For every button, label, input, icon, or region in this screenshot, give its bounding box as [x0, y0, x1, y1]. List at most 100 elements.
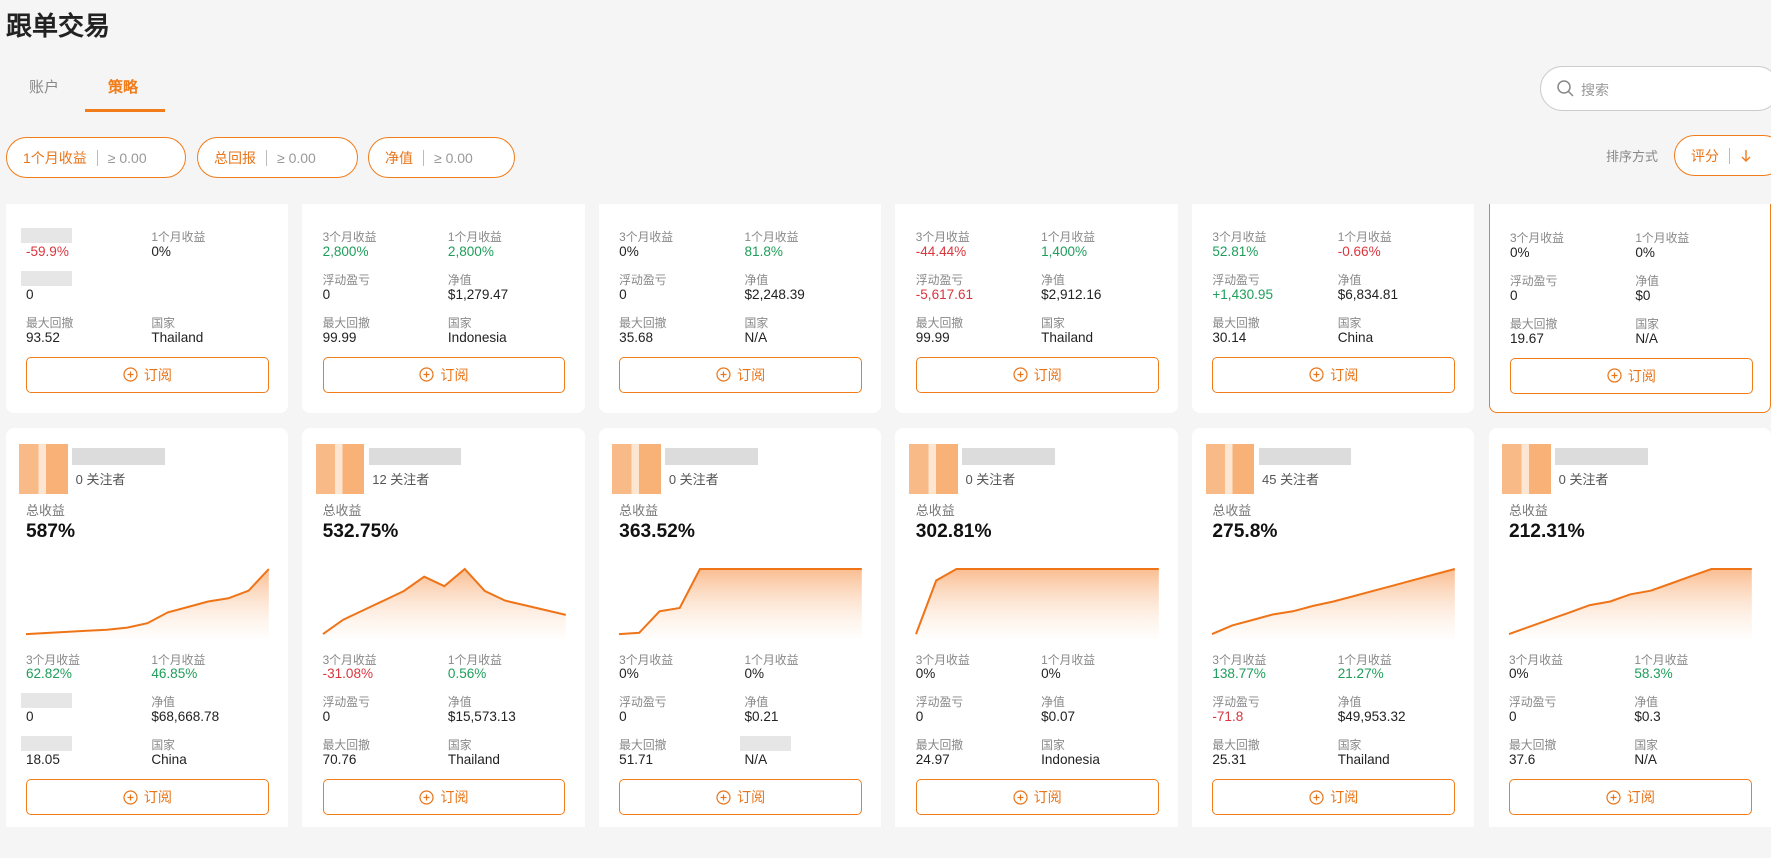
stat-value: -44.44%: [915, 243, 967, 259]
strategy-card[interactable]: 0 关注者 总收益 363.52% 3个月收益 0% 1个月收益 0% 浮动盈亏 0 净值 $0.2…: [598, 428, 882, 827]
stat-label: 1个月收益: [1634, 652, 1689, 667]
subscribe-button[interactable]: 订阅: [322, 356, 566, 394]
stat-value: N/A: [1635, 330, 1658, 346]
plus-icon: [716, 790, 731, 805]
name-redacted: [1555, 448, 1648, 466]
stat-value: -31.08%: [322, 666, 374, 682]
stat-label: 国家: [1041, 738, 1065, 753]
stat-label: 最大回撤: [1508, 738, 1557, 753]
stat-label: 1个月收益: [744, 652, 799, 667]
strategy-card[interactable]: 3个月收益 0% 1个月收益 0% 浮动盈亏 0 净值 $0 最大回撤 19.67 国家 N/A 订阅: [1488, 204, 1771, 414]
total-label: 总收益: [915, 503, 955, 519]
stat-label: 3个月收益: [322, 230, 377, 245]
stat-value: 2,800%: [447, 243, 494, 259]
strategy-card[interactable]: 3个月收益 2,800% 1个月收益 2,800% 浮动盈亏 0 净值 $1,279.47 最大…: [302, 204, 585, 414]
icon-circle: [716, 367, 731, 383]
stat-value: 70.76: [322, 752, 357, 768]
strategy-card[interactable]: 45 关注者 总收益 275.8% 3个月收益 138.77% 1个月收益 21.27% 浮动…: [1192, 428, 1475, 827]
button-label: 订阅: [1033, 789, 1062, 806]
stat-value: $0: [1635, 287, 1651, 303]
stat-label: 3个月收益: [322, 652, 377, 667]
stat-value: 46.85%: [151, 666, 198, 682]
filter[interactable]: 1个月收益 ≥ 0.00: [6, 137, 186, 178]
stat-value: 51.71: [619, 752, 654, 768]
stat-value: N/A: [744, 329, 768, 345]
divider: [96, 149, 98, 166]
plus-icon: [1607, 368, 1622, 384]
sparkline-line: [619, 568, 862, 636]
filter[interactable]: 净值 ≥ 0.00: [368, 137, 515, 178]
total-label: 总收益: [25, 503, 65, 519]
stat-label: 净值: [1634, 695, 1658, 710]
strategy-card[interactable]: 3个月收益 0% 1个月收益 81.8% 浮动盈亏 0 净值 $2,248.39 最大回撤 35.…: [598, 204, 882, 414]
filter-label: 净值: [385, 149, 413, 166]
total-label: 总收益: [1212, 503, 1252, 519]
tab-active[interactable]: 策略: [108, 79, 139, 96]
stat-value: 21.27%: [1337, 666, 1384, 682]
subscribe-button[interactable]: 订阅: [1508, 779, 1752, 816]
stat-value: 0: [619, 709, 627, 725]
stat-value: 0: [25, 709, 34, 725]
search-box[interactable]: 搜索: [1540, 66, 1771, 111]
strategy-card[interactable]: 3个月收益 -44.44% 1个月收益 1,400% 浮动盈亏 -5,617.61 净值 $2…: [895, 204, 1178, 414]
divider: [1729, 147, 1730, 164]
subscribe-button[interactable]: 订阅: [25, 779, 269, 816]
stat-label: 净值: [447, 273, 472, 288]
subscribe-button[interactable]: 订阅: [1212, 779, 1456, 816]
search-icon: [1557, 80, 1574, 97]
stat-label: 3个月收益: [1212, 230, 1267, 245]
subscribe-button[interactable]: 订阅: [25, 356, 269, 394]
stat-value: -59.9%: [25, 243, 69, 259]
subscribe-button[interactable]: 订阅: [619, 779, 862, 816]
strategy-card[interactable]: -59.9% 1个月收益 0% 0 最大回撤 93.52 国家 Thailand 订阅: [5, 204, 288, 414]
filter[interactable]: 总回报 ≥ 0.00: [197, 137, 358, 178]
subscribe-button[interactable]: 订阅: [1212, 356, 1456, 394]
stat-label: 国家: [151, 316, 176, 330]
stat-label: 浮动盈亏: [322, 273, 370, 288]
filter-value: ≥ 0.00: [434, 149, 473, 166]
strategy-card[interactable]: 0 关注者 总收益 302.81% 3个月收益 0% 1个月收益 0% 浮动盈亏 0 净值 $0.0…: [895, 428, 1178, 827]
total-return: 587%: [25, 520, 76, 542]
sparkline-area: [1508, 569, 1752, 639]
strategy-card[interactable]: 12 关注者 总收益 532.75% 3个月收益 -31.08% 1个月收益 0.56% 浮动…: [302, 428, 585, 827]
strategy-card[interactable]: 3个月收益 52.81% 1个月收益 -0.66% 浮动盈亏 +1,430.95 净值 $6,…: [1192, 204, 1475, 414]
stat-value: -5,617.61: [915, 286, 974, 302]
strategy-card[interactable]: 0 关注者 总收益 212.31% 3个月收益 0% 1个月收益 58.3% 浮动盈亏 0 净值 $…: [1488, 428, 1771, 827]
subscribe-button[interactable]: 订阅: [322, 779, 566, 816]
sparkline-line: [1211, 568, 1456, 636]
stat-value: 138.77%: [1212, 666, 1266, 682]
subscribe-button[interactable]: 订阅: [1509, 357, 1753, 395]
followers: 12 关注者: [372, 471, 430, 487]
stat-label: 浮动盈亏: [1212, 273, 1260, 288]
label-redacted: [740, 736, 791, 752]
stat-label: 3个月收益: [915, 230, 970, 245]
stat-value: 37.6: [1508, 752, 1536, 768]
stat-label: 1个月收益: [1041, 230, 1096, 245]
sparkline-area: [915, 569, 1159, 639]
strategy-card[interactable]: 0 关注者 总收益 587% 3个月收益 62.82% 1个月收益 46.85% 0 净值 $68…: [5, 428, 288, 827]
stat-label: 1个月收益: [151, 652, 206, 667]
icon-circle: [1309, 790, 1324, 805]
sparkline: [1211, 568, 1456, 639]
sparkline: [914, 568, 1159, 639]
sort-button[interactable]: 评分: [1674, 135, 1771, 176]
subscribe-button[interactable]: 订阅: [619, 356, 862, 394]
stat-label: 最大回撤: [25, 316, 74, 330]
button-label: 订阅: [736, 366, 766, 383]
icon-circle: [1012, 367, 1028, 383]
stat-value: 0: [1508, 709, 1517, 725]
subscribe-button[interactable]: 订阅: [915, 356, 1159, 394]
stat-label: 净值: [1635, 274, 1659, 289]
tab[interactable]: 账户: [29, 79, 60, 96]
button-label: 订阅: [1626, 789, 1655, 806]
stat-value: 0: [322, 286, 331, 302]
icon-plus: [423, 794, 430, 801]
stat-value: 35.68: [619, 329, 654, 345]
subscribe-button[interactable]: 订阅: [915, 779, 1159, 816]
stat-label: 国家: [1634, 738, 1658, 753]
stat-label: 1个月收益: [447, 230, 502, 245]
stat-value: $49,953.32: [1337, 709, 1406, 725]
name-redacted: [72, 448, 165, 466]
stat-value: China: [151, 752, 187, 768]
